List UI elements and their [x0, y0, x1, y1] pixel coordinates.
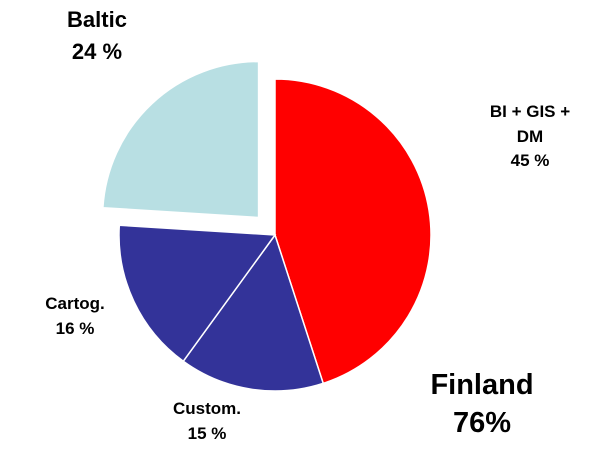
value-label: 24 % — [71, 38, 123, 64]
category-label: Cartog. — [45, 294, 105, 313]
pie-slice — [102, 60, 260, 219]
pie-slice — [182, 233, 325, 392]
category-label: Custom. — [173, 399, 241, 418]
category-label: Baltic — [67, 7, 127, 32]
slice-label: BI + GIS + DM 45 % — [475, 100, 585, 174]
annotation: Finland 76% — [430, 369, 534, 439]
category-label: BI + GIS + DM — [489, 102, 571, 146]
value-label: 16 % — [55, 318, 95, 338]
pie-slice — [274, 78, 432, 385]
slice-label: Cartog. 16 % — [20, 292, 130, 341]
slice-label: Custom. 15 % — [147, 397, 267, 446]
value-label: 45 % — [510, 151, 550, 171]
slice-label: Baltic 24 % — [42, 4, 152, 68]
value-label: 15 % — [187, 423, 227, 443]
pie-slice — [118, 224, 277, 363]
